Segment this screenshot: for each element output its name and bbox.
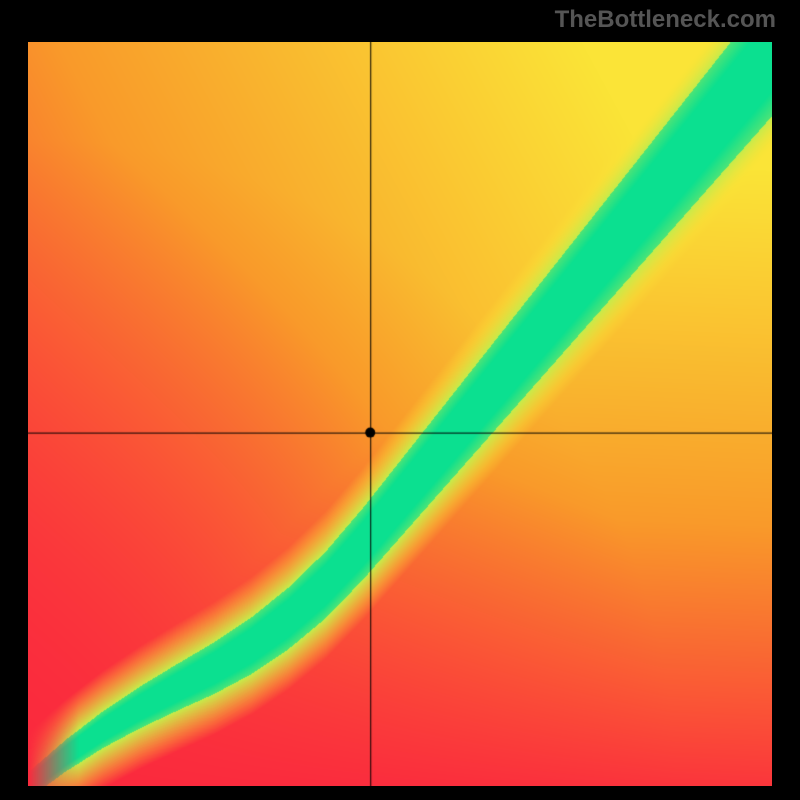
bottleneck-heatmap [28, 42, 772, 786]
chart-container: TheBottleneck.com [0, 0, 800, 800]
watermark-text: TheBottleneck.com [555, 6, 776, 34]
